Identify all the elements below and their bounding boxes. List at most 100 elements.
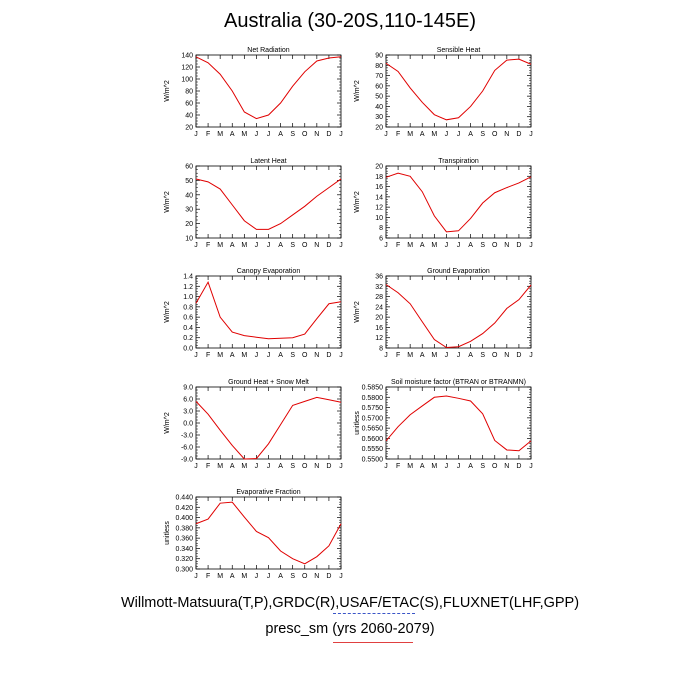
- y-axis-label: W/m^2: [354, 301, 361, 323]
- panel-title: Transpiration: [438, 158, 479, 165]
- y-tick-label: 20: [185, 125, 193, 132]
- series-line: [195, 178, 342, 230]
- y-tick-label: 0.5700: [362, 415, 384, 422]
- x-tick-label: M: [241, 352, 247, 359]
- x-tick-label: A: [230, 573, 235, 580]
- series-line: [195, 56, 342, 120]
- x-tick-label: O: [302, 463, 308, 470]
- x-tick-label: J: [457, 352, 461, 359]
- panel-7: Ground Heat + Snow Melt -9.0 -6.0 -3.0 0.0 3.…: [164, 379, 343, 470]
- y-tick-label: 60: [185, 164, 193, 171]
- x-tick-label: M: [431, 352, 437, 359]
- y-tick-label: 0.0: [183, 346, 193, 353]
- y-tick-label: 0.360: [175, 536, 193, 543]
- series-line: [195, 280, 342, 340]
- x-tick-label: M: [407, 131, 413, 138]
- y-tick-label: 140: [181, 53, 193, 60]
- y-tick-label: 0.4: [183, 325, 193, 332]
- x-tick-label: J: [267, 573, 271, 580]
- x-tick-label: F: [396, 242, 400, 249]
- y-tick-label: 32: [375, 284, 383, 291]
- x-tick-label: D: [326, 131, 331, 138]
- y-tick-label: 10: [375, 215, 383, 222]
- plot-frame: [385, 54, 532, 128]
- y-tick-label: 20: [375, 164, 383, 171]
- y-axis-label: W/m^2: [354, 80, 361, 102]
- y-tick-label: 9.0: [183, 385, 193, 392]
- series-line: [385, 172, 532, 233]
- y-tick-label: 40: [185, 192, 193, 199]
- y-tick-label: 0.6: [183, 315, 193, 322]
- x-tick-label: N: [504, 463, 509, 470]
- x-tick-label: D: [516, 463, 521, 470]
- y-axis-label: W/m^2: [164, 80, 171, 102]
- panel-title: Sensible Heat: [437, 47, 481, 54]
- y-tick-label: 28: [375, 294, 383, 301]
- x-tick-label: A: [420, 352, 425, 359]
- x-tick-label: F: [206, 131, 210, 138]
- y-tick-label: 0.420: [175, 505, 193, 512]
- y-tick-label: 6.0: [183, 397, 193, 404]
- y-tick-label: 0.300: [175, 567, 193, 574]
- x-tick-label: O: [492, 352, 498, 359]
- panel-title: Canopy Evaporation: [237, 268, 301, 275]
- panel-title: Net Radiation: [247, 47, 290, 54]
- x-tick-label: O: [302, 242, 308, 249]
- x-tick-label: M: [407, 352, 413, 359]
- y-tick-label: 12: [375, 335, 383, 342]
- y-tick-label: 0.5800: [362, 395, 384, 402]
- y-tick-label: 6: [379, 236, 383, 243]
- y-tick-label: 100: [181, 77, 193, 84]
- y-tick-label: 30: [185, 207, 193, 214]
- x-tick-label: J: [457, 463, 461, 470]
- panel-title: Soil moisture factor (BTRAN or BTRANMN): [391, 379, 526, 386]
- series-line: [195, 396, 342, 460]
- x-tick-label: O: [492, 242, 498, 249]
- y-tick-label: 0.5650: [362, 426, 384, 433]
- x-tick-label: J: [445, 463, 449, 470]
- x-tick-label: J: [267, 131, 271, 138]
- x-tick-label: J: [267, 242, 271, 249]
- x-tick-label: M: [217, 463, 223, 470]
- x-tick-label: A: [230, 463, 235, 470]
- legend-line-model: [333, 642, 413, 643]
- x-tick-label: A: [468, 463, 473, 470]
- y-tick-label: -6.0: [181, 445, 193, 452]
- y-tick-label: 30: [375, 114, 383, 121]
- y-tick-label: 18: [375, 174, 383, 181]
- y-tick-label: 0.0: [183, 421, 193, 428]
- y-tick-label: 90: [375, 53, 383, 60]
- y-tick-label: 16: [375, 184, 383, 191]
- x-tick-label: J: [194, 131, 198, 138]
- y-tick-label: 3.0: [183, 409, 193, 416]
- panel-title: Ground Evaporation: [427, 268, 490, 275]
- series-line: [385, 58, 532, 121]
- x-tick-label: J: [267, 463, 271, 470]
- x-tick-label: F: [206, 242, 210, 249]
- x-tick-label: D: [326, 573, 331, 580]
- y-tick-label: 0.5850: [362, 385, 384, 392]
- x-tick-label: J: [194, 242, 198, 249]
- y-tick-label: 20: [375, 315, 383, 322]
- x-tick-label: J: [384, 131, 388, 138]
- y-tick-label: 70: [375, 73, 383, 80]
- y-tick-label: 0.5750: [362, 405, 384, 412]
- plot-frame: [195, 165, 342, 239]
- x-tick-label: A: [278, 352, 283, 359]
- x-tick-label: J: [339, 573, 343, 580]
- y-tick-label: 40: [185, 113, 193, 120]
- x-tick-label: M: [241, 131, 247, 138]
- y-tick-label: 0.5550: [362, 446, 384, 453]
- x-tick-label: M: [217, 573, 223, 580]
- x-tick-label: D: [326, 242, 331, 249]
- y-tick-label: 1.0: [183, 294, 193, 301]
- plot-frame: [385, 165, 532, 239]
- x-tick-label: J: [194, 352, 198, 359]
- x-tick-label: J: [445, 352, 449, 359]
- y-tick-label: 0.440: [175, 495, 193, 502]
- legend-line-obs: [333, 613, 415, 614]
- x-tick-label: J: [339, 352, 343, 359]
- x-tick-label: D: [516, 352, 521, 359]
- y-tick-label: -9.0: [181, 457, 193, 464]
